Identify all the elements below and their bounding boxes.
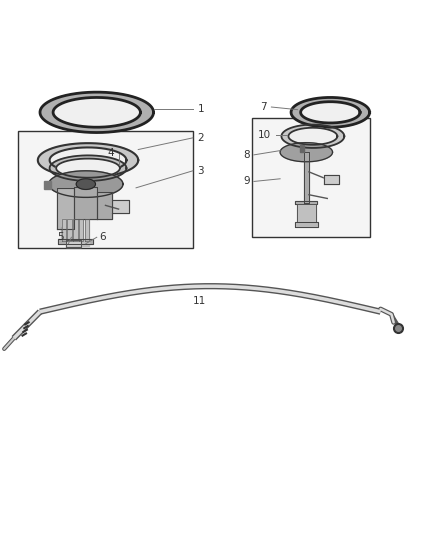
Text: 6: 6: [99, 232, 106, 243]
Polygon shape: [73, 219, 78, 241]
Polygon shape: [295, 222, 318, 227]
Polygon shape: [38, 143, 138, 177]
Polygon shape: [58, 239, 93, 244]
Polygon shape: [300, 102, 360, 123]
Polygon shape: [112, 200, 130, 213]
Polygon shape: [71, 241, 89, 246]
Polygon shape: [53, 98, 141, 127]
Polygon shape: [67, 219, 72, 241]
Text: 2: 2: [197, 133, 204, 143]
Polygon shape: [288, 128, 337, 145]
Polygon shape: [304, 152, 309, 203]
Polygon shape: [74, 187, 97, 219]
Polygon shape: [97, 192, 112, 219]
Text: 10: 10: [258, 130, 272, 140]
Polygon shape: [49, 148, 127, 173]
Text: 9: 9: [243, 176, 250, 187]
Polygon shape: [57, 188, 74, 229]
FancyBboxPatch shape: [18, 131, 193, 248]
Text: 5: 5: [57, 232, 64, 242]
Polygon shape: [76, 179, 95, 189]
Polygon shape: [40, 92, 153, 133]
Polygon shape: [85, 219, 89, 241]
Polygon shape: [66, 240, 81, 247]
Text: 4: 4: [108, 148, 114, 158]
Polygon shape: [79, 219, 83, 241]
Polygon shape: [300, 146, 304, 152]
Polygon shape: [56, 159, 120, 177]
Polygon shape: [61, 237, 74, 241]
Text: 7: 7: [261, 102, 267, 112]
FancyBboxPatch shape: [252, 118, 370, 237]
Polygon shape: [49, 171, 123, 197]
Polygon shape: [44, 181, 51, 189]
Polygon shape: [297, 204, 316, 222]
Polygon shape: [291, 98, 370, 127]
Polygon shape: [61, 232, 74, 237]
Polygon shape: [49, 156, 127, 181]
Polygon shape: [61, 227, 74, 232]
Polygon shape: [280, 143, 332, 162]
Polygon shape: [282, 125, 344, 148]
Text: 1: 1: [198, 103, 205, 114]
Polygon shape: [295, 200, 317, 204]
Text: 3: 3: [197, 166, 204, 176]
Text: 11: 11: [193, 296, 206, 306]
Text: 8: 8: [243, 150, 250, 160]
Polygon shape: [324, 175, 339, 184]
Polygon shape: [62, 219, 66, 241]
